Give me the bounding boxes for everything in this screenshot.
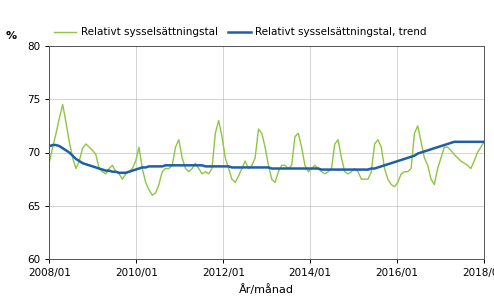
Relativt sysselsättningstal <box>103 172 109 176</box>
Relativt sysselsättningstal <box>405 170 411 174</box>
Relativt sysselsättningstal <box>402 170 408 174</box>
Relativt sysselsättningstal <box>149 193 155 197</box>
Relativt sysselsättningstal, trend <box>481 140 487 144</box>
Relativt sysselsättningstal, trend <box>182 163 188 167</box>
Relativt sysselsättningstal, trend <box>99 168 105 171</box>
Text: %: % <box>6 31 17 41</box>
Relativt sysselsättningstal, trend <box>398 158 404 162</box>
Relativt sysselsättningstal, trend <box>452 140 457 144</box>
X-axis label: År/månad: År/månad <box>239 284 294 295</box>
Relativt sysselsättningstal, trend <box>83 162 89 166</box>
Relativt sysselsättningstal <box>86 145 92 149</box>
Line: Relativt sysselsättningstal, trend: Relativt sysselsättningstal, trend <box>49 142 484 173</box>
Relativt sysselsättningstal, trend <box>46 144 52 148</box>
Relativt sysselsättningstal, trend <box>116 171 122 175</box>
Relativt sysselsättningstal, trend <box>402 157 408 161</box>
Relativt sysselsättningstal, trend <box>196 163 202 167</box>
Relativt sysselsättningstal <box>60 102 66 106</box>
Relativt sysselsättningstal <box>199 172 205 176</box>
Legend: Relativt sysselsättningstal, Relativt sysselsättningstal, trend: Relativt sysselsättningstal, Relativt sy… <box>49 23 431 41</box>
Relativt sysselsättningstal <box>481 140 487 144</box>
Line: Relativt sysselsättningstal: Relativt sysselsättningstal <box>49 104 484 195</box>
Relativt sysselsättningstal <box>186 170 192 174</box>
Relativt sysselsättningstal <box>46 160 52 164</box>
